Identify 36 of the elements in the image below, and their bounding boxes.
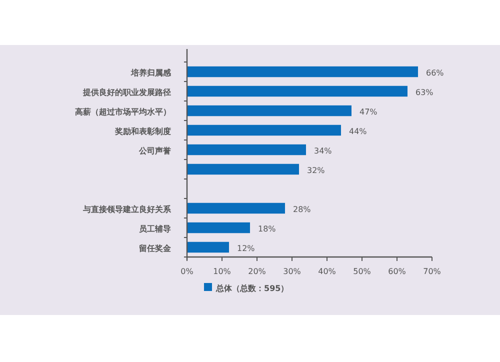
data-label: 34% (314, 146, 332, 156)
x-tick-label: 40% (318, 267, 336, 276)
x-tick-label: 20% (248, 267, 266, 276)
y-tick-label: 与直接领导建立良好关系 (82, 204, 172, 214)
y-tick-label: 员工辅导 (139, 224, 171, 234)
data-label: 44% (349, 126, 368, 136)
x-tick-label: 10% (213, 267, 232, 276)
bar (187, 242, 229, 253)
bar (187, 144, 306, 156)
x-tick-label: 60% (388, 267, 406, 276)
y-tick-label: 提供良好的职业发展路径 (82, 86, 171, 97)
bar (187, 164, 299, 175)
bar (187, 202, 285, 214)
legend: 总体（总数：595） (204, 283, 289, 293)
y-tick-label: 高薪（超过市场平均水平） (75, 106, 171, 116)
bar (187, 124, 341, 136)
y-tick-label: 奖励和表彰制度 (114, 126, 171, 136)
y-tick-label: 培养归属感 (130, 67, 172, 78)
data-label: 28% (293, 204, 312, 214)
x-tick-label: 0% (180, 267, 194, 276)
bar (187, 86, 408, 97)
x-tick-label: 30% (283, 267, 302, 276)
x-tick-label: 70% (423, 267, 442, 276)
bar (187, 66, 418, 78)
data-label: 63% (416, 88, 434, 97)
y-tick-label: 公司声誉 (138, 146, 171, 156)
data-label: 32% (307, 166, 326, 175)
data-label: 12% (237, 244, 256, 253)
data-label: 47% (360, 107, 378, 116)
data-label: 18% (258, 224, 276, 234)
y-tick-label: 留任奖金 (139, 244, 172, 253)
data-label: 66% (426, 68, 444, 78)
x-tick-label: 50% (353, 267, 372, 276)
bar (187, 105, 352, 116)
legend-label: 总体（总数：595） (215, 284, 289, 293)
bar (187, 222, 250, 234)
